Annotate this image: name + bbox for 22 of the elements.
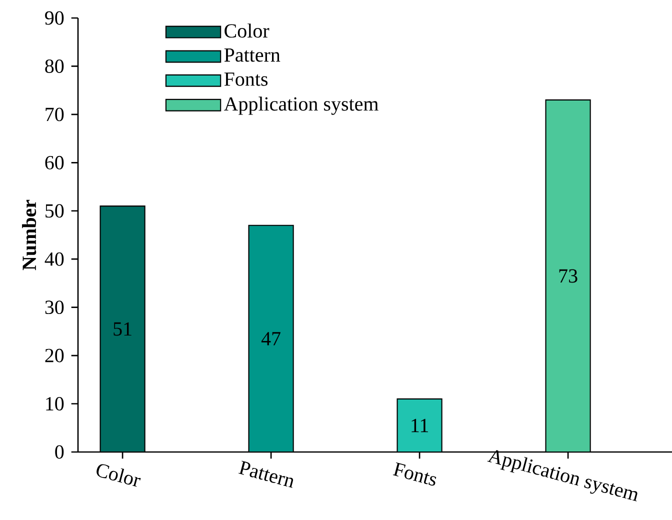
y-tick-label: 70 bbox=[46, 108, 64, 122]
data-label: 47 bbox=[261, 332, 280, 346]
data-label: 11 bbox=[412, 418, 428, 432]
data-label: 51 bbox=[114, 322, 132, 336]
data-label: 73 bbox=[559, 269, 578, 283]
y-tick-label: 40 bbox=[44, 252, 64, 266]
y-tick-label: 20 bbox=[45, 348, 64, 362]
x-tick-label: Color bbox=[96, 464, 141, 487]
x-tick-label: Fonts bbox=[392, 462, 436, 486]
y-tick-label: 80 bbox=[45, 59, 64, 73]
x-tick-label: Pattern bbox=[238, 460, 294, 488]
y-tick-label: 50 bbox=[46, 204, 64, 218]
legend-label: Application system bbox=[224, 96, 378, 115]
legend-label: Fonts bbox=[224, 72, 268, 86]
y-axis-title: Number bbox=[22, 200, 36, 270]
y-tick-label: 10 bbox=[46, 397, 64, 411]
y-tick-label: 30 bbox=[45, 300, 64, 314]
y-tick-label: 90 bbox=[45, 11, 64, 25]
y-tick-label: 0 bbox=[55, 445, 64, 459]
y-tick-label: 60 bbox=[45, 156, 64, 170]
legend-label: Color bbox=[224, 24, 270, 38]
legend-label: Pattern bbox=[224, 48, 280, 62]
